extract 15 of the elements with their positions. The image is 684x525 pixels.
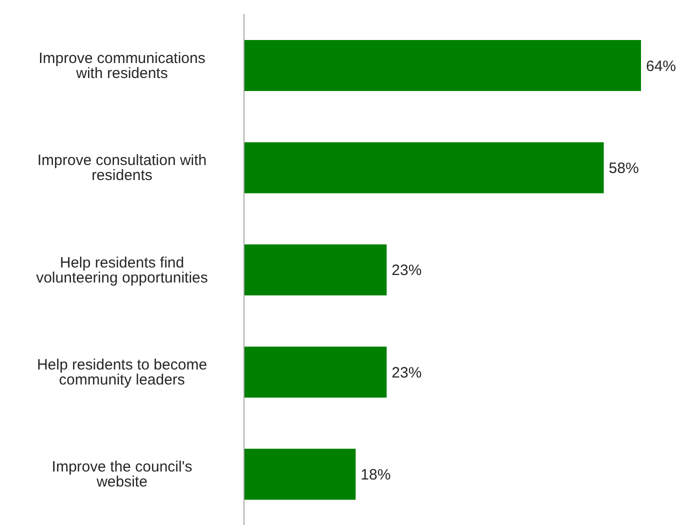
data-label: 58%	[608, 160, 639, 178]
bar	[244, 142, 604, 194]
data-label: 64%	[646, 58, 676, 75]
bar	[244, 40, 641, 91]
bar	[244, 448, 356, 500]
y-tick-label: Improve consultation with residents	[37, 152, 207, 184]
y-tick-label: Help residents to become community leaders	[36, 356, 208, 389]
bar	[244, 346, 387, 398]
data-label: 23%	[392, 262, 422, 280]
bar	[244, 244, 387, 296]
data-label: 18%	[360, 466, 391, 484]
data-label: 23%	[392, 364, 422, 382]
y-tick-label: Improve the council's website	[52, 458, 192, 491]
y-tick-label: Improve communications with residents	[38, 50, 206, 82]
y-tick-label: Help residents find volunteering opportunities	[36, 254, 208, 286]
